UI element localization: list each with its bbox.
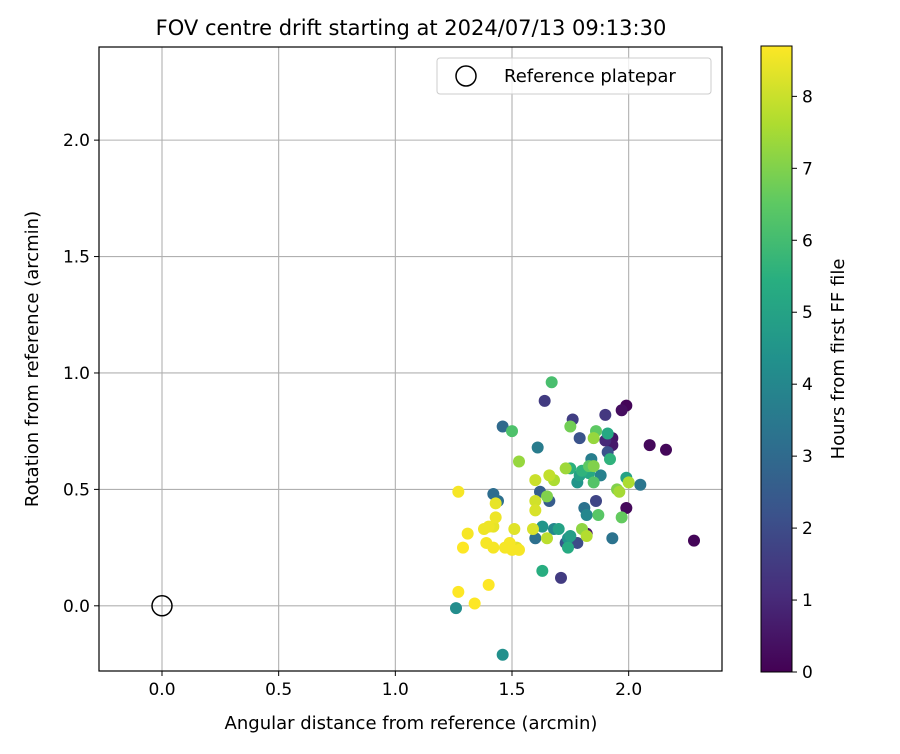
colorbar-tick-label: 4 <box>802 375 813 395</box>
data-point <box>468 597 481 610</box>
data-point <box>478 522 490 535</box>
data-point <box>496 420 509 433</box>
colorbar-tick-label: 6 <box>802 231 813 251</box>
data-point <box>543 469 556 482</box>
data-point <box>457 541 469 554</box>
colorbar-label: Hours from first FF file <box>828 259 849 460</box>
data-point <box>552 522 565 535</box>
legend-label: Reference platepar <box>504 66 676 87</box>
data-point <box>496 648 509 661</box>
data-point <box>545 376 558 389</box>
x-tick-label: 0.0 <box>148 680 175 700</box>
data-point <box>601 427 614 440</box>
data-point <box>615 511 628 524</box>
data-point <box>613 485 626 498</box>
data-point <box>634 478 647 491</box>
data-point <box>541 490 553 503</box>
data-point <box>599 408 612 421</box>
y-tick-label: 2.0 <box>63 131 90 151</box>
reference-platepar-marker <box>151 595 173 617</box>
data-point <box>587 460 600 473</box>
data-point <box>529 532 542 545</box>
data-point <box>580 509 593 521</box>
data-point <box>508 522 521 535</box>
grid <box>99 47 722 671</box>
colorbar-tick-label: 8 <box>802 87 813 107</box>
data-point <box>643 439 656 452</box>
x-axis-ticks: 0.0 0.5 1.0 1.5 2.0 <box>148 671 642 700</box>
reference-marker-layer <box>151 595 173 617</box>
data-point <box>564 420 577 433</box>
data-point <box>580 529 593 542</box>
data-point <box>660 443 672 456</box>
data-point <box>513 455 525 468</box>
data-point <box>461 527 474 540</box>
plot-frame <box>98 46 723 672</box>
data-point <box>482 578 495 591</box>
colorbar: 0 1 2 3 4 5 6 7 8 Hours from first FF file <box>760 45 849 683</box>
legend-marker <box>455 65 477 87</box>
colorbar-tick-label: 0 <box>802 663 813 683</box>
data-point <box>489 497 502 510</box>
data-point <box>559 462 572 475</box>
data-point <box>620 502 633 515</box>
x-axis-label: Angular distance from reference (arcmin) <box>225 713 598 734</box>
x-tick-label: 0.5 <box>265 680 292 700</box>
y-tick-label: 0.5 <box>63 480 90 500</box>
data-point <box>529 504 542 517</box>
colorbar-tick-label: 5 <box>802 303 813 323</box>
data-point <box>587 476 600 489</box>
y-axis-label: Rotation from reference (arcmin) <box>22 211 43 507</box>
data-point <box>513 543 525 556</box>
x-tick-label: 1.0 <box>382 680 409 700</box>
data-point <box>529 474 542 487</box>
data-point <box>590 495 602 508</box>
data-point <box>615 404 628 417</box>
y-axis-ticks: 0.0 0.5 1.0 1.5 2.0 <box>63 131 99 617</box>
data-point <box>604 453 616 466</box>
data-point <box>529 495 542 508</box>
data-point <box>487 541 500 554</box>
data-point <box>562 541 574 554</box>
data-point <box>587 432 600 445</box>
colorbar-ticks: 0 1 2 3 4 5 6 7 8 <box>792 87 813 683</box>
data-point <box>489 511 502 524</box>
data-point <box>573 432 586 445</box>
data-point <box>450 602 462 615</box>
colorbar-gradient <box>760 45 793 673</box>
data-point <box>592 509 605 521</box>
data-point <box>538 394 551 407</box>
data-point <box>527 522 539 535</box>
x-tick-label: 1.5 <box>498 680 525 700</box>
data-point <box>606 532 619 545</box>
data-points <box>450 376 700 661</box>
chart-title: FOV centre drift starting at 2024/07/13 … <box>156 16 667 40</box>
data-point <box>688 534 700 547</box>
data-point <box>536 520 549 533</box>
y-tick-label: 1.0 <box>63 364 90 384</box>
colorbar-tick-label: 2 <box>802 519 813 539</box>
legend-box <box>436 57 712 95</box>
data-point <box>541 532 553 545</box>
data-point <box>506 425 518 438</box>
data-point <box>555 571 567 584</box>
data-point <box>564 529 577 542</box>
data-point <box>452 585 465 598</box>
colorbar-tick-label: 7 <box>802 159 813 179</box>
legend: Reference platepar <box>436 57 712 95</box>
colorbar-tick-label: 1 <box>802 591 813 611</box>
data-point <box>452 485 465 498</box>
y-tick-label: 0.0 <box>63 597 90 617</box>
data-point <box>622 476 635 489</box>
colorbar-tick-label: 3 <box>802 447 813 467</box>
data-point <box>536 564 549 577</box>
data-point <box>531 441 544 454</box>
y-tick-label: 1.5 <box>63 248 90 268</box>
x-tick-label: 2.0 <box>615 680 642 700</box>
